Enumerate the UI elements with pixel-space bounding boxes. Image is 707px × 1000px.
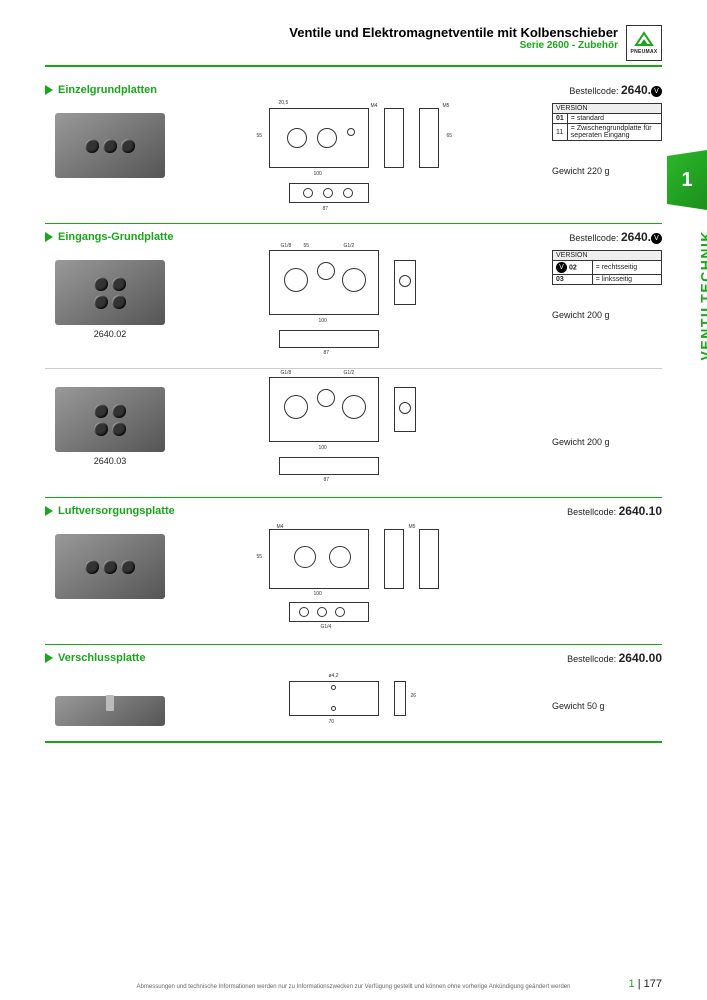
product-photo: [55, 260, 165, 325]
order-code: Bestellcode: 2640.00: [567, 651, 662, 665]
product-photo: [55, 387, 165, 452]
version-table: VERSION V 02= rechtsseitig 03= linksseit…: [552, 250, 662, 285]
catalog-page: Ventile und Elektromagnetventile mit Kol…: [0, 0, 707, 1000]
logo-icon: [634, 31, 654, 49]
order-code: Bestellcode: 2640.V: [569, 83, 662, 97]
page-subtitle: Serie 2600 - Zubehör: [45, 40, 618, 51]
footer-disclaimer: Abmessungen und technische Informationen…: [45, 984, 662, 990]
header-text: Ventile und Elektromagnetventile mit Kol…: [45, 25, 618, 51]
chapter-label: VENTILTECHNIK: [697, 230, 707, 360]
part-number: 2640.03: [45, 456, 175, 466]
technical-drawing: 100 55 20,5 M4 M5 65 87: [239, 103, 489, 213]
product-photo: [55, 534, 165, 599]
version-table: VERSION 01= standard 11= Zwischengrundpl…: [552, 103, 662, 141]
chapter-tab: 1: [667, 150, 707, 210]
v-marker: V: [651, 233, 662, 244]
order-code: Bestellcode: 2640.V: [569, 230, 662, 244]
section-eingangs-grundplatte: Eingangs-Grundplatte Bestellcode: 2640.V…: [45, 224, 662, 498]
product-photo: [55, 696, 165, 726]
v-marker: V: [651, 86, 662, 97]
section-luftversorgungsplatte: Luftversorgungsplatte Bestellcode: 2640.…: [45, 498, 662, 645]
weight: Gewicht 220 g: [552, 166, 662, 176]
triangle-icon: [45, 506, 53, 516]
section-title: Verschlussplatte: [58, 652, 145, 664]
section-title: Eingangs-Grundplatte: [58, 231, 174, 243]
section-title: Luftversorgungsplatte: [58, 505, 175, 517]
technical-drawing: 100 G1/8 G1/2 87: [239, 377, 489, 487]
section-einzelgrundplatten: Einzelgrundplatten Bestellcode: 2640.V: [45, 77, 662, 224]
section-title: Einzelgrundplatten: [58, 84, 157, 96]
weight: Gewicht 200 g: [552, 437, 662, 447]
weight: Gewicht 200 g: [552, 310, 662, 320]
weight: Gewicht 50 g: [552, 701, 662, 711]
triangle-icon: [45, 85, 53, 95]
triangle-icon: [45, 653, 53, 663]
chapter-number: 1: [681, 169, 692, 192]
triangle-icon: [45, 232, 53, 242]
page-title: Ventile und Elektromagnetventile mit Kol…: [45, 25, 618, 40]
section-verschlussplatte: Verschlussplatte Bestellcode: 2640.00 70: [45, 645, 662, 743]
page-number: 1 | 177: [629, 978, 662, 990]
product-photo: [55, 113, 165, 178]
order-code: Bestellcode: 2640.10: [567, 504, 662, 518]
logo-text: PNEUMAX: [630, 49, 657, 55]
header: Ventile und Elektromagnetventile mit Kol…: [45, 25, 662, 67]
technical-drawing: 100 55 G1/8 G1/2 87: [239, 250, 489, 360]
technical-drawing: 70 26 ø4,2: [239, 671, 489, 731]
brand-logo: PNEUMAX: [626, 25, 662, 61]
part-number: 2640.02: [45, 329, 175, 339]
technical-drawing: 100 55 M4 M5 G1/4: [239, 524, 489, 634]
